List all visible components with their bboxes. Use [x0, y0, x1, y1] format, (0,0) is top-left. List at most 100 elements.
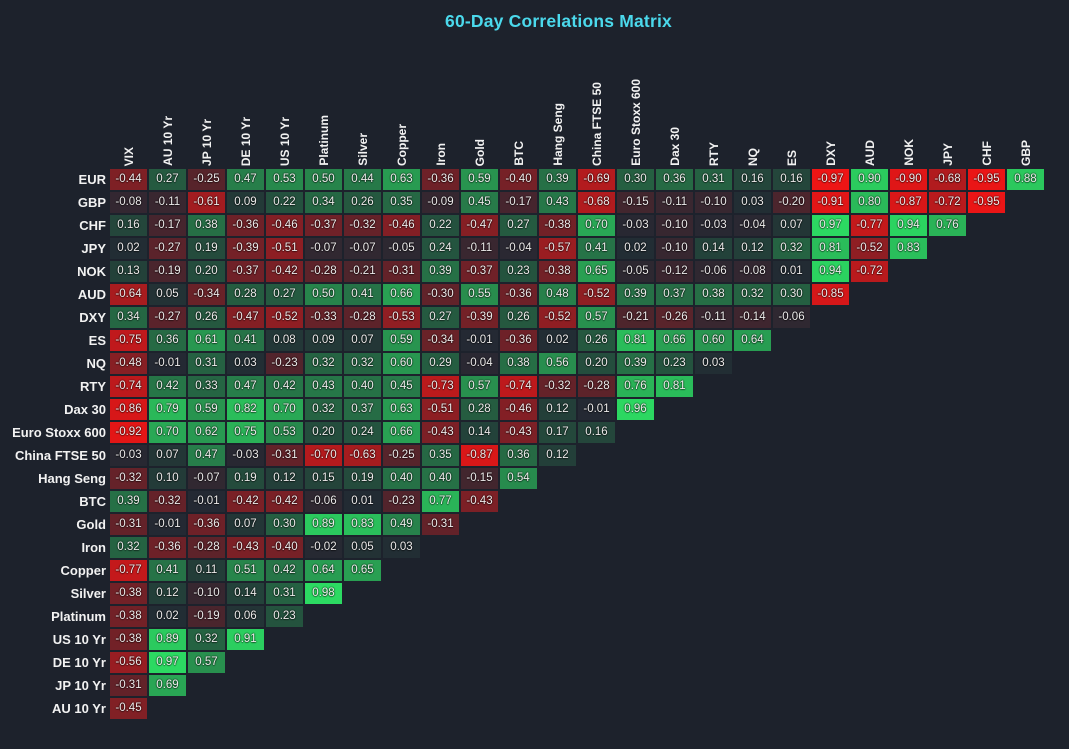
correlation-cell: -0.04	[461, 353, 498, 374]
column-header-label: AU 10 Yr	[160, 116, 175, 166]
correlation-cell: 0.23	[500, 261, 537, 282]
column-header-label: Platinum	[316, 115, 331, 166]
correlation-cell: -0.10	[695, 192, 732, 213]
column-header: AU 10 Yr	[149, 64, 186, 166]
column-header-label: Dax 30	[667, 127, 682, 166]
correlation-cell: 0.55	[461, 284, 498, 305]
column-header: Gold	[461, 64, 498, 166]
correlation-cell: 0.44	[344, 169, 381, 190]
correlation-cell: 0.28	[461, 399, 498, 420]
matrix-row: Dax 30 -0.86 0.79 0.59 0.82 0.70 0.32 0.37 0.63-…	[1, 399, 1046, 420]
correlation-cell: -0.42	[266, 261, 303, 282]
row-label: Hang Seng	[38, 471, 106, 486]
correlation-cell: 0.07	[227, 514, 264, 535]
correlation-cell: 0.16	[773, 169, 810, 190]
correlation-cell: 0.79	[149, 399, 186, 420]
correlation-cell: -0.46	[500, 399, 537, 420]
correlation-cell: -0.46	[383, 215, 420, 236]
correlation-cell: 0.24	[422, 238, 459, 259]
correlation-cell: -0.28	[305, 261, 342, 282]
correlation-cell: 0.66	[383, 284, 420, 305]
correlation-cell: 0.45	[383, 376, 420, 397]
column-header: AUD	[851, 64, 888, 166]
correlation-cell: 0.34	[305, 192, 342, 213]
column-header-label: RTY	[706, 142, 721, 166]
correlation-cell: 0.12	[539, 445, 576, 466]
column-header: JPY	[929, 64, 966, 166]
column-header-label: Hang Seng	[550, 103, 565, 166]
correlation-cell: 0.03	[695, 353, 732, 374]
correlation-cell: -0.28	[578, 376, 615, 397]
correlation-cell: 0.12	[539, 399, 576, 420]
correlation-cell: 0.37	[656, 284, 693, 305]
correlation-cell: 0.57	[461, 376, 498, 397]
row-label: AU 10 Yr	[52, 701, 106, 716]
matrix-row: China FTSE 50 -0.03 0.07 0.47 -0.03 -0.31 -0.7…	[1, 445, 1046, 466]
correlation-cell: -0.36	[149, 537, 186, 558]
column-header: RTY	[695, 64, 732, 166]
correlation-cell: 0.20	[188, 261, 225, 282]
column-header: Euro Stoxx 600	[617, 64, 654, 166]
correlation-cell: -0.38	[539, 215, 576, 236]
correlation-cell: -0.52	[851, 238, 888, 259]
correlation-cell: 0.31	[266, 583, 303, 604]
row-label: Euro Stoxx 600	[12, 425, 106, 440]
correlation-cell: 0.43	[539, 192, 576, 213]
column-header: GBP	[1007, 64, 1044, 166]
correlation-cell: 0.70	[266, 399, 303, 420]
correlation-cell: -0.01	[578, 399, 615, 420]
correlation-cell: -0.05	[617, 261, 654, 282]
matrix-row: Gold -0.31 -0.01 -0.36 0.07 0.30 0.89 0.83 0.49-…	[1, 514, 1046, 535]
row-label: NOK	[77, 264, 106, 279]
correlation-cell: 0.60	[695, 330, 732, 351]
correlation-cell: 0.69	[149, 675, 186, 696]
correlation-cell: -0.32	[539, 376, 576, 397]
correlation-cell: 0.81	[812, 238, 849, 259]
correlation-cell: -0.70	[305, 445, 342, 466]
heatmap: VIX AU 10 Yr JP 10 Yr DE 10 Yr US 10 Yr Plati…	[1, 64, 1046, 721]
correlation-cell: 0.10	[149, 468, 186, 489]
correlation-cell: 0.56	[539, 353, 576, 374]
column-header: NQ	[734, 64, 771, 166]
correlation-cell: 0.76	[617, 376, 654, 397]
correlation-cell: 0.26	[500, 307, 537, 328]
row-label: CHF	[79, 218, 106, 233]
correlation-cell: -0.37	[305, 215, 342, 236]
column-header: Platinum	[305, 64, 342, 166]
correlation-cell: -0.01	[149, 514, 186, 535]
matrix-row: US 10 Yr -0.38 0.89 0.32 0.91	[1, 629, 1046, 650]
matrix-row: GBP -0.08 -0.11 -0.61 0.09 0.22 0.34 0.26 0.35 -0…	[1, 192, 1046, 213]
correlation-cell: -0.26	[656, 307, 693, 328]
correlation-cell: 0.89	[305, 514, 342, 535]
column-header: BTC	[500, 64, 537, 166]
correlation-cell: -0.27	[149, 307, 186, 328]
matrix-row: NQ -0.48 -0.01 0.31 0.03 -0.23 0.32 0.32 0.60 0.2…	[1, 353, 1046, 374]
correlation-cell: 0.09	[305, 330, 342, 351]
column-header: Iron	[422, 64, 459, 166]
correlation-cell: -0.31	[110, 514, 147, 535]
correlation-cell: -0.36	[500, 330, 537, 351]
column-header-label: DXY	[823, 141, 838, 166]
correlation-cell: 0.39	[422, 261, 459, 282]
matrix-row: Platinum -0.38 0.02 -0.19 0.06 0.23	[1, 606, 1046, 627]
correlation-cell: -0.46	[266, 215, 303, 236]
correlation-cell: -0.28	[188, 537, 225, 558]
correlation-cell: -0.09	[422, 192, 459, 213]
column-header: China FTSE 50	[578, 64, 615, 166]
correlation-cell: -0.19	[188, 606, 225, 627]
correlation-cell: -0.39	[227, 238, 264, 259]
correlation-cell: -0.27	[149, 238, 186, 259]
correlation-cell: 0.76	[929, 215, 966, 236]
correlation-cell: -0.11	[149, 192, 186, 213]
row-label: Dax 30	[64, 402, 106, 417]
correlation-cell: -0.42	[266, 491, 303, 512]
chart-title: 60-Day Correlations Matrix	[445, 11, 672, 31]
correlation-cell: 0.29	[422, 353, 459, 374]
correlation-cell: -0.77	[851, 215, 888, 236]
correlation-cell: 0.30	[773, 284, 810, 305]
correlation-cell: 0.70	[149, 422, 186, 443]
correlation-cell: 0.32	[305, 353, 342, 374]
correlation-cell: 0.47	[227, 169, 264, 190]
correlation-cell: -0.07	[188, 468, 225, 489]
matrix-row: DE 10 Yr -0.56 0.97 0.57	[1, 652, 1046, 673]
